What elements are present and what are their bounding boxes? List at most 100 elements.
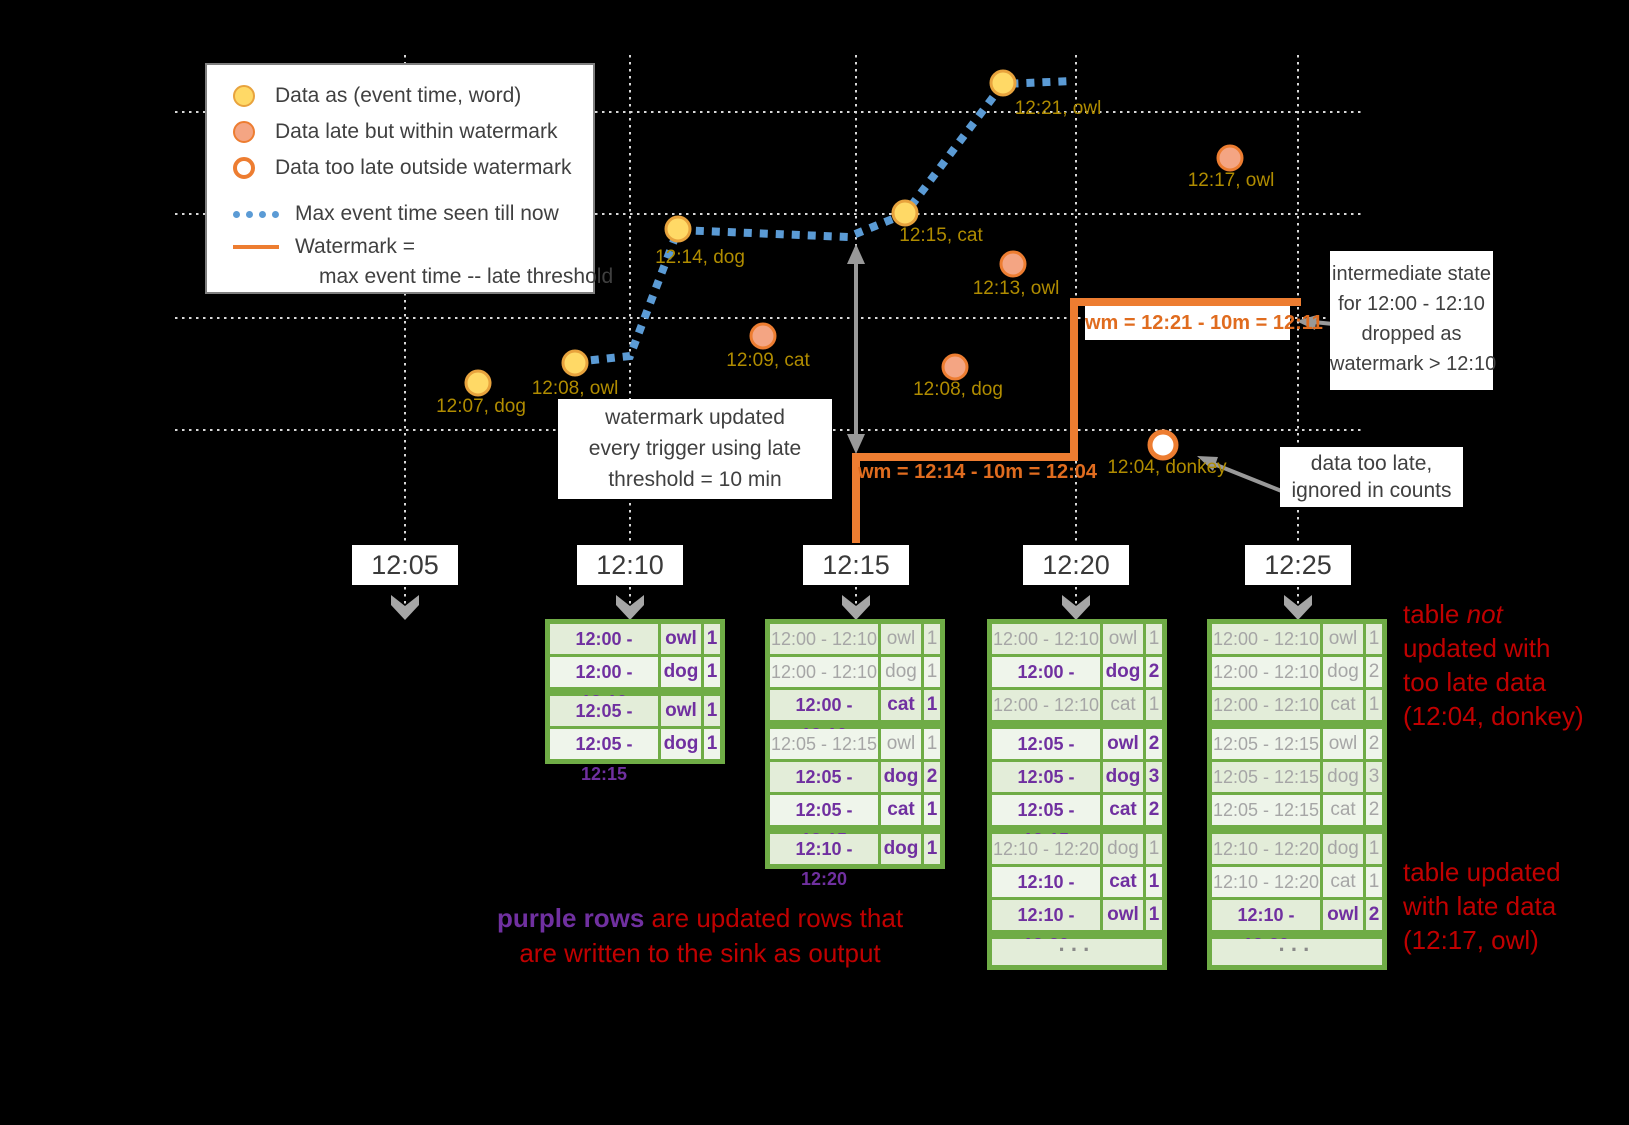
time-tick: 12:05 xyxy=(352,545,458,585)
cell-word: dog xyxy=(881,657,921,687)
cell-window: 12:05 - 12:15 xyxy=(550,729,658,784)
trigger-arrowhead xyxy=(391,595,419,620)
max-event-time-line xyxy=(574,77,1073,366)
purple-rows-highlight: purple rows xyxy=(496,903,645,933)
cell-window: 12:05 - 12:15 xyxy=(770,795,878,850)
trigger-arrowheads xyxy=(391,595,1312,620)
table-row: 12:05 - 12:15 dog 2 xyxy=(770,762,940,817)
data-point-label: 12:13, owl xyxy=(972,278,1060,299)
not-updated-line: updated with xyxy=(1403,633,1551,663)
updated-line: with late data xyxy=(1403,891,1557,921)
cell-count: 1 xyxy=(704,624,720,654)
cell-window: 12:00 - 12:10 xyxy=(550,624,658,679)
cell-word: dog xyxy=(661,729,701,759)
cell-window: 12:05 - 12:15 xyxy=(770,762,878,817)
table-row: 12:00 - 12:10 owl 1 xyxy=(1212,624,1382,654)
cell-word: owl xyxy=(1323,624,1363,654)
cell-window: 12:05 - 12:15 xyxy=(1212,762,1320,792)
cell-window: 12:05 - 12:15 xyxy=(992,762,1100,817)
watermark-formula-1: wm = 12:14 - 10m = 12:04 xyxy=(858,461,1098,483)
purple-rows-rest: are updated rows that xyxy=(651,903,904,933)
cell-count: 1 xyxy=(1146,900,1162,930)
data-point xyxy=(891,199,919,227)
cell-count: 1 xyxy=(1146,867,1162,897)
cell-word: dog xyxy=(881,834,921,864)
trigger-arrowhead xyxy=(842,595,870,620)
table-row: 12:10 - 12:20 owl 2 xyxy=(1212,900,1382,955)
cell-count: 1 xyxy=(924,690,940,720)
cell-word: cat xyxy=(1103,795,1143,825)
cell-word: dog xyxy=(1103,762,1143,792)
cell-word: owl xyxy=(1323,900,1363,930)
table-row: 12:00 - 12:10 cat 1 xyxy=(992,690,1162,720)
table-row: 12:10 - 12:20 cat 1 xyxy=(1212,867,1382,897)
cell-count: 1 xyxy=(924,624,940,654)
time-tick: 12:10 xyxy=(577,545,683,585)
cell-word: dog xyxy=(1323,657,1363,687)
table-row: 12:00 - 12:10 owl 1 xyxy=(770,624,940,654)
cell-window: 12:10 - 12:20 xyxy=(992,867,1100,922)
callout-line: watermark updated xyxy=(605,406,785,429)
cell-window: 12:00 - 12:10 xyxy=(1212,690,1320,720)
cell-word: cat xyxy=(1103,690,1143,720)
cell-word: dog xyxy=(1323,762,1363,792)
cell-count: 1 xyxy=(1366,690,1382,720)
cell-count: 1 xyxy=(924,657,940,687)
table-row: 12:05 - 12:15 dog 3 xyxy=(992,762,1162,817)
table-row: 12:10 - 12:20 owl 1 xyxy=(992,900,1162,955)
data-point-label: 12:15, cat xyxy=(899,225,983,246)
watermark-formula-2: wm = 12:21 - 10m = 12:11 xyxy=(1085,306,1323,340)
data-point xyxy=(989,69,1017,97)
late-threshold-arrow xyxy=(847,244,865,454)
table-row: 12:05 - 12:15 cat 2 xyxy=(992,795,1162,850)
table-row-ellipsis: ··· xyxy=(992,939,1162,965)
cell-window: 12:10 - 12:20 xyxy=(1212,900,1320,955)
cell-count: 2 xyxy=(1146,729,1162,759)
legend-dot-icon xyxy=(233,121,255,143)
callout-data-too-late: data too late, ignored in counts xyxy=(1280,447,1463,507)
cell-count: 1 xyxy=(704,696,720,726)
time-tick: 12:25 xyxy=(1245,545,1351,585)
max-event-line-icon xyxy=(233,210,279,218)
table-row: 12:00 - 12:10 owl 1 xyxy=(550,624,720,679)
legend-item-label: Data late but within watermark xyxy=(275,120,558,143)
cell-count: 1 xyxy=(1366,624,1382,654)
cell-window: 12:00 - 12:10 xyxy=(770,690,878,745)
data-point-label: 12:17, owl xyxy=(1187,170,1275,191)
cell-word: owl xyxy=(1103,624,1143,654)
table-row: 12:05 - 12:15 owl 2 xyxy=(992,729,1162,784)
updated-line: table updated xyxy=(1403,857,1561,887)
cell-window: 12:10 - 12:20 xyxy=(992,900,1100,955)
data-point-label: 12:07, dog xyxy=(436,396,526,417)
ellipsis: ··· xyxy=(992,939,1162,965)
table-row: 12:05 - 12:15 owl 1 xyxy=(550,696,720,751)
cell-word: dog xyxy=(881,762,921,792)
cell-window: 12:05 - 12:15 xyxy=(1212,795,1320,825)
legend-item-watermark-2: max event time -- late threshold xyxy=(233,262,613,292)
legend-item-label: Max event time seen till now xyxy=(295,202,559,225)
callout-line: for 12:00 - 12:10 xyxy=(1338,293,1485,315)
cell-word: owl xyxy=(661,624,701,654)
legend-dot-icon xyxy=(233,85,255,107)
trigger-arrowhead xyxy=(1062,595,1090,620)
cell-window: 12:00 - 12:10 xyxy=(1212,624,1320,654)
result-table-1215: 12:00 - 12:10 owl 1 12:00 - 12:10 dog 1 … xyxy=(765,619,945,889)
table-row: 12:05 - 12:15 owl 2 xyxy=(1212,729,1382,759)
purple-rows-note-line1: purple rows are updated rows that xyxy=(440,901,960,936)
cell-window: 12:00 - 12:10 xyxy=(550,657,658,712)
legend-item: Data too late outside watermark xyxy=(233,150,593,186)
table-row: 12:10 - 12:20 cat 1 xyxy=(992,867,1162,922)
not-updated-line: too late data xyxy=(1403,667,1547,697)
legend-item-watermark: Watermark = xyxy=(233,232,593,262)
data-point xyxy=(561,349,589,377)
legend-item: Data as (event time, word) xyxy=(233,78,593,114)
callout-line: data too late, xyxy=(1310,452,1433,475)
cell-word: owl xyxy=(881,729,921,759)
cell-count: 1 xyxy=(924,795,940,825)
cell-count: 1 xyxy=(1366,834,1382,864)
table-row: 12:00 - 12:10 cat 1 xyxy=(770,690,940,745)
data-point-label: 12:09, cat xyxy=(726,350,810,371)
cell-count: 1 xyxy=(924,834,940,864)
cell-count: 3 xyxy=(1366,762,1382,792)
legend-item-label: Data as (event time, word) xyxy=(275,84,522,107)
